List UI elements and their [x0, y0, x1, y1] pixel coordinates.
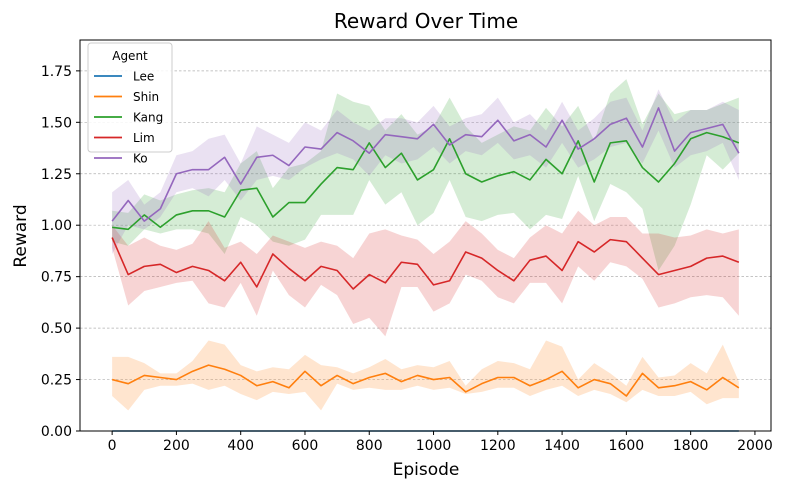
legend-label-ko: Ko [133, 152, 148, 166]
x-axis-ticks: 0 200 400 600 800 1000 1200 1400 1600 1800 2000 [108, 431, 773, 454]
line-ko [111, 107, 740, 222]
legend-title: Agent [112, 49, 148, 63]
y-tick-label-0: 0.00 [41, 424, 72, 440]
x-tick-label-8: 1600 [609, 438, 645, 454]
chart-title: Reward Over Time [334, 9, 518, 33]
y-tick-label-7: 1.75 [41, 64, 72, 80]
y-axis-ticks: 0.00 0.25 0.50 0.75 1.00 1.25 1.50 1.75 [41, 64, 80, 440]
legend-box [87, 42, 173, 153]
x-tick-label-1: 200 [163, 438, 190, 454]
plot-frame [79, 39, 772, 432]
x-tick-label-2: 400 [227, 438, 254, 454]
x-tick-label-9: 1800 [673, 438, 709, 454]
legend-label-kang: Kang [133, 111, 163, 125]
x-tick-label-6: 1200 [480, 438, 516, 454]
band-shin [112, 340, 739, 411]
y-axis-label: Reward [11, 204, 31, 267]
x-tick-label-10: 2000 [737, 438, 773, 454]
y-tick-label-4: 1.00 [41, 218, 72, 234]
x-axis-label: Episode [393, 460, 460, 480]
line-shin [111, 364, 740, 397]
band-ko [112, 89, 739, 255]
legend-label-lee: Lee [133, 70, 154, 84]
x-tick-label-0: 0 [108, 438, 117, 454]
y-tick-label-2: 0.50 [41, 321, 72, 337]
y-tick-label-3: 0.75 [41, 270, 72, 286]
legend-label-shin: Shin [133, 90, 159, 104]
legend: Agent Lee Shin Kang Lim Ko [87, 42, 173, 166]
y-tick-label-1: 0.25 [41, 373, 72, 389]
line-lim [111, 237, 740, 290]
y-tick-label-5: 1.25 [41, 167, 72, 183]
x-tick-label-5: 1000 [416, 438, 452, 454]
x-tick-label-7: 1400 [544, 438, 580, 454]
legend-label-lim: Lim [133, 131, 155, 145]
y-tick-label-6: 1.50 [41, 115, 72, 131]
x-tick-label-4: 800 [356, 438, 383, 454]
x-tick-label-3: 600 [292, 438, 319, 454]
legend-items: Lee Shin Kang Lim Ko [94, 70, 163, 166]
line-kang [112, 131, 740, 231]
